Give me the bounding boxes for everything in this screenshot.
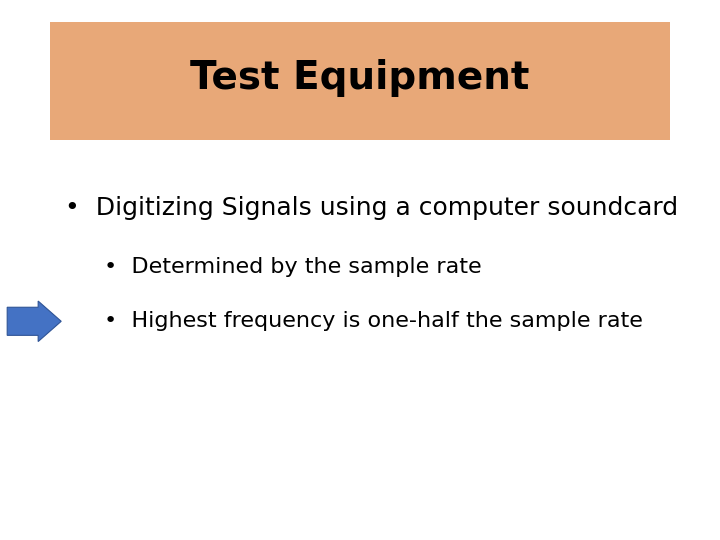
Text: •  Highest frequency is one-half the sample rate: • Highest frequency is one-half the samp… <box>104 311 643 332</box>
FancyArrow shape <box>7 301 61 341</box>
Text: Test Equipment: Test Equipment <box>190 59 530 97</box>
Text: •  Digitizing Signals using a computer soundcard: • Digitizing Signals using a computer so… <box>65 196 678 220</box>
FancyBboxPatch shape <box>50 22 670 140</box>
Text: •  Determined by the sample rate: • Determined by the sample rate <box>104 257 482 278</box>
